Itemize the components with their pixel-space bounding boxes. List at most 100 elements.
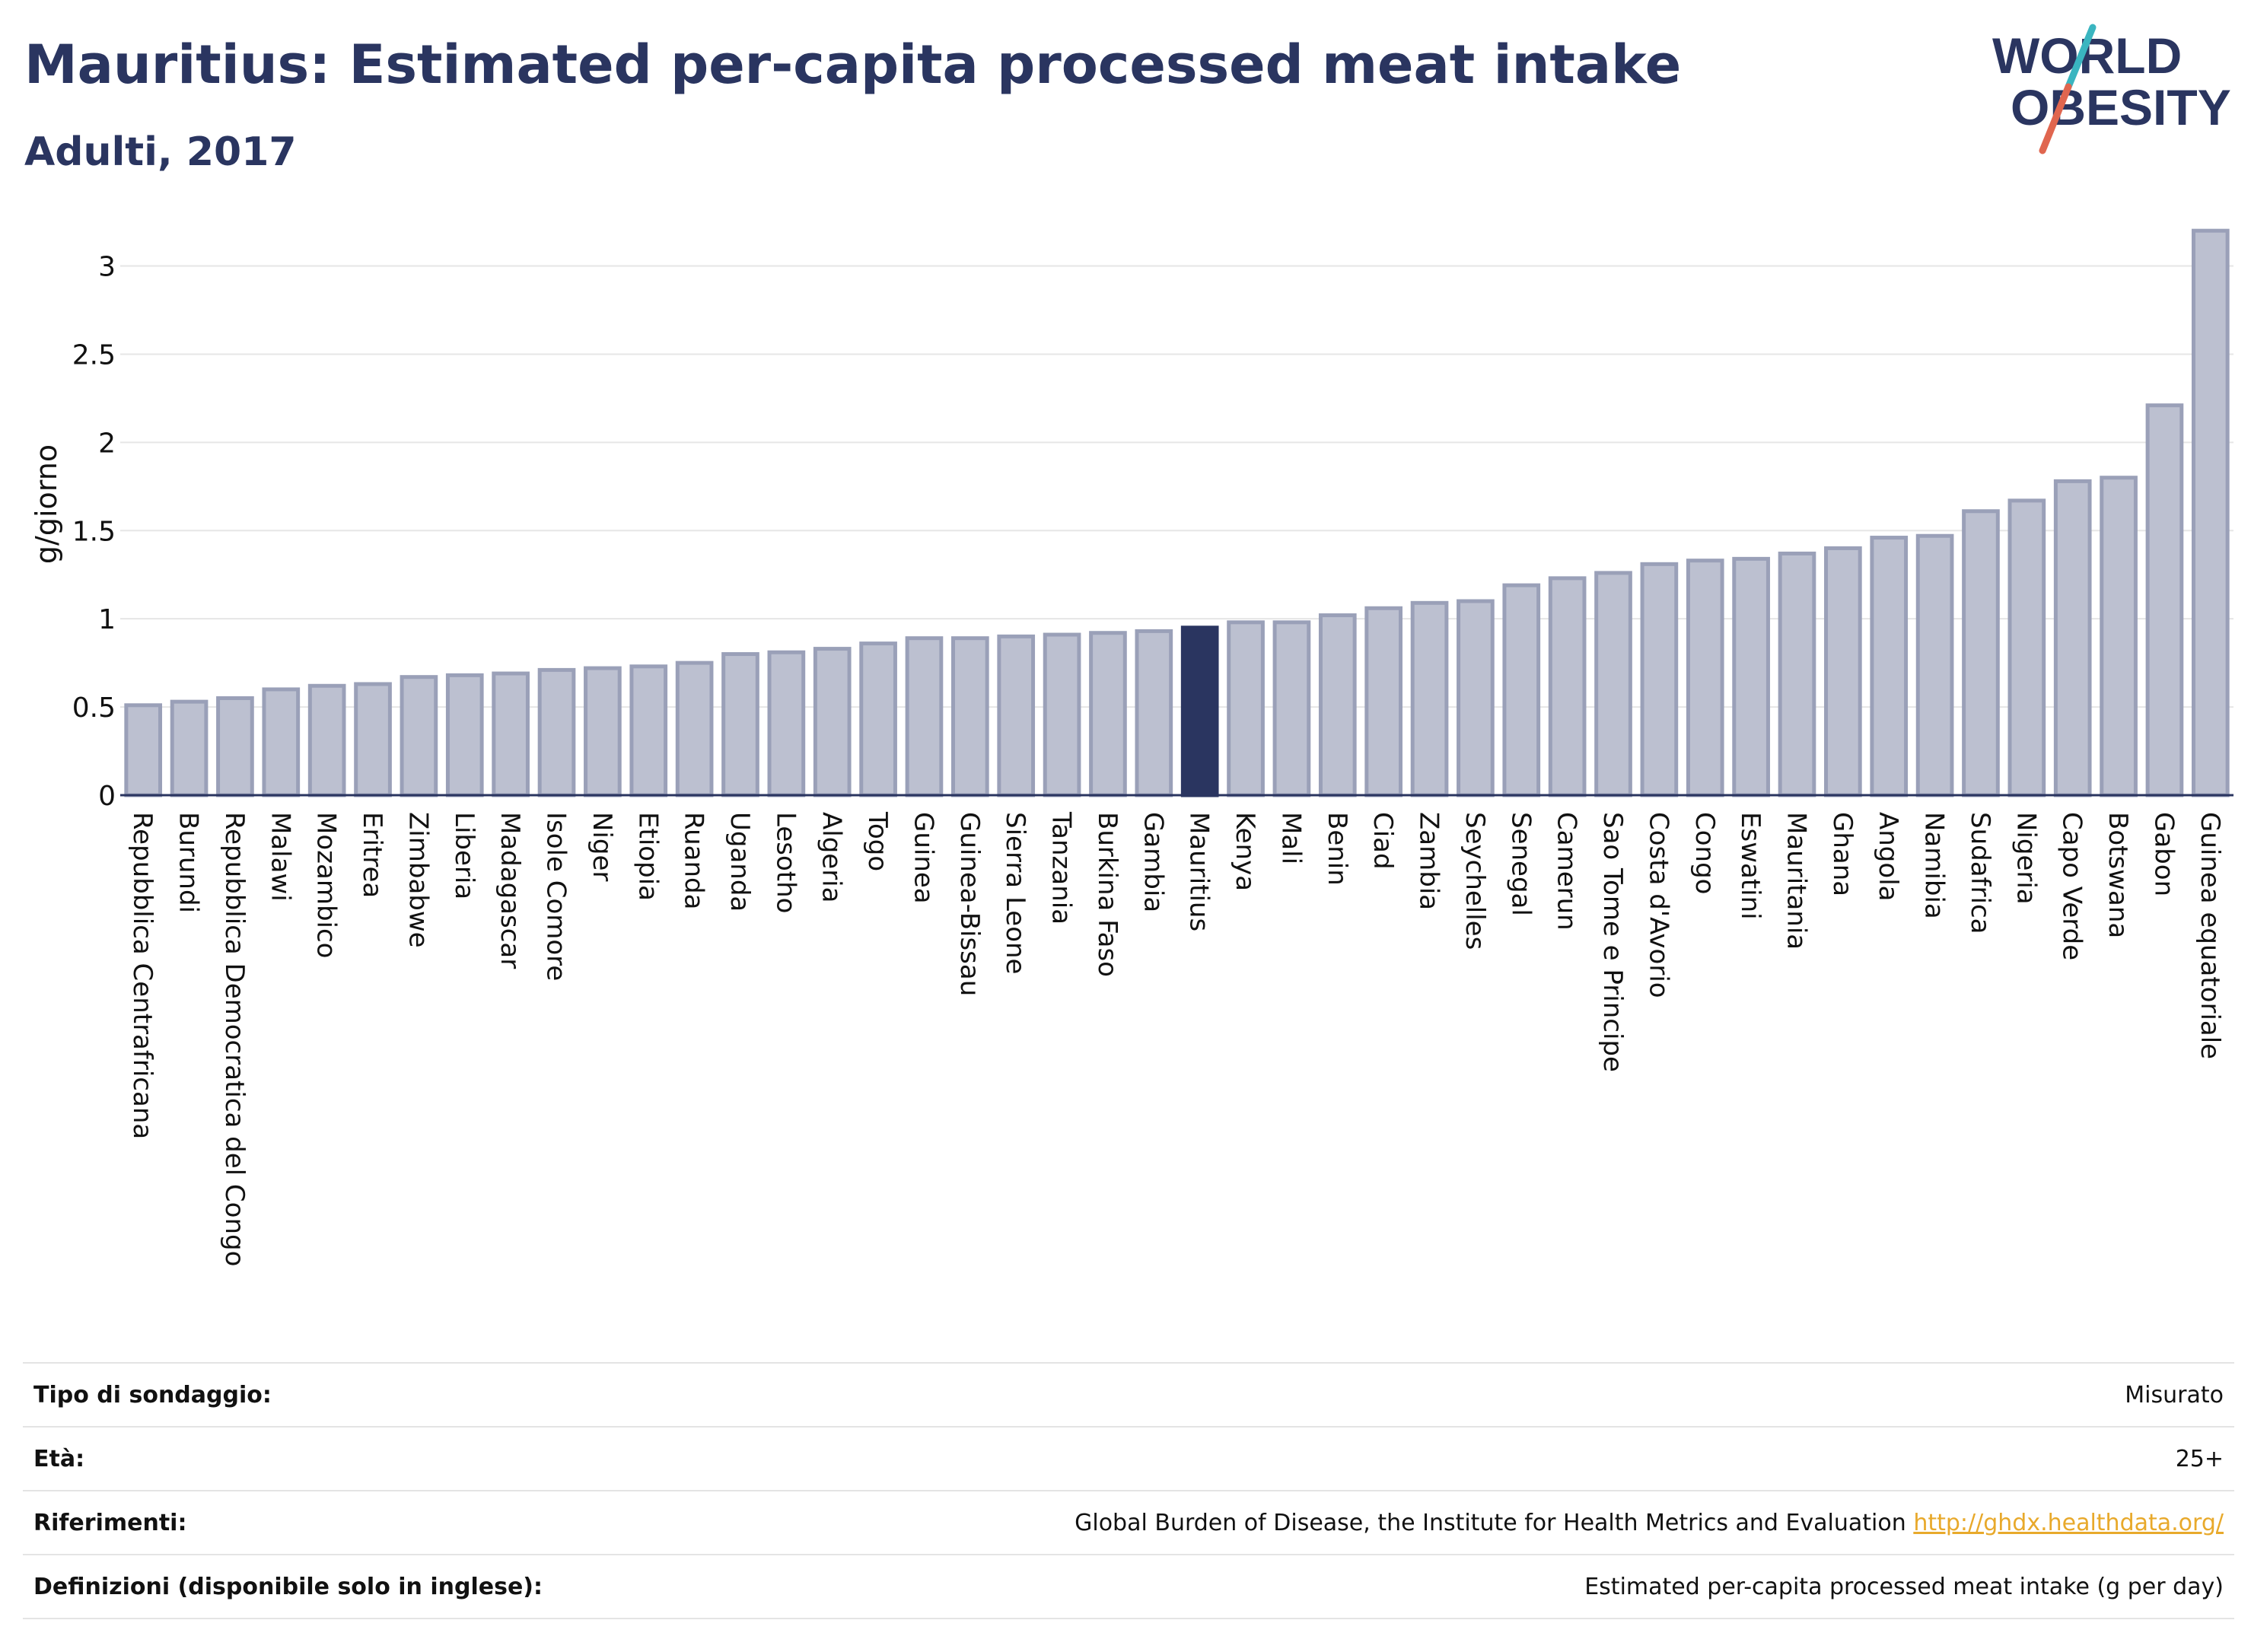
bar (813, 647, 852, 797)
x-tick-label: Ruanda (679, 812, 709, 909)
bar (997, 634, 1036, 797)
x-tick-label: Senegal (1505, 812, 1536, 916)
bar (492, 671, 530, 797)
x-tick-label: Mauritania (1781, 812, 1811, 950)
x-tick-label: Costa d'Avorio (1643, 812, 1673, 998)
info-row: Età: 25+ (23, 1426, 2234, 1491)
logo-slash-bottom (2039, 83, 2072, 154)
bar (445, 673, 484, 797)
bar (951, 636, 989, 797)
bar (1915, 533, 1954, 797)
bar (1457, 599, 1495, 797)
x-tick-label: Liberia (449, 812, 479, 899)
x-tick-label: Algeria (817, 812, 847, 902)
info-label: Età: (23, 1426, 713, 1491)
x-tick-label: Eswatini (1735, 812, 1765, 920)
x-tick-labels: Repubblica Centrafricana Burundi Repubblic… (127, 811, 2225, 1266)
bar (216, 696, 254, 797)
x-tick-label: Lesotho (770, 812, 801, 913)
bar (2191, 228, 2230, 797)
bar (2100, 476, 2138, 797)
world-obesity-logo: WORLD OBESITY (1992, 24, 2231, 154)
x-tick-label: Sudafrica (1965, 812, 1995, 934)
x-tick-label: Guinea (908, 812, 938, 904)
x-tick-label: Repubblica Democratica del Congo (219, 812, 250, 1266)
info-value: Global Burden of Disease, the Institute … (712, 1490, 2234, 1555)
x-tick-label: Zambia (1414, 812, 1444, 910)
bar (1962, 509, 2000, 797)
bar (1548, 576, 1587, 797)
bar (1870, 536, 1909, 797)
info-value: 25+ (712, 1426, 2234, 1491)
info-value: Misurato (712, 1362, 2234, 1427)
x-tick-label: Guinea equatoriale (2195, 812, 2225, 1059)
x-tick-label: Burundi (174, 812, 204, 913)
y-tick-label: 0.5 (72, 692, 116, 724)
logo-text-obesity: OBESITY (2011, 79, 2231, 135)
info-value: Estimated per-capita processed meat inta… (712, 1554, 2234, 1619)
x-tick-label: Gabon (2148, 812, 2179, 896)
bar (1686, 559, 1724, 797)
x-tick-label: Ghana (1827, 812, 1858, 896)
bar (675, 660, 714, 797)
chart-title: Mauritius: Estimated per-capita processe… (24, 33, 1682, 96)
bar-highlight (1180, 625, 1219, 797)
y-tick-label: 0 (98, 781, 116, 812)
bar (1272, 620, 1311, 797)
y-tick-label: 2 (98, 428, 116, 459)
logo-slash-top (2065, 24, 2097, 91)
y-tick-label: 1.5 (72, 516, 116, 547)
bar (1043, 632, 1081, 797)
bar (1640, 562, 1679, 797)
x-tick-label: Camerun (1552, 812, 1582, 931)
bar (1502, 583, 1541, 797)
bar (1227, 620, 1265, 797)
bar (2145, 403, 2184, 797)
bar (629, 664, 668, 797)
x-tick-label: Etiopia (632, 812, 663, 901)
bar (537, 667, 576, 797)
x-tick-label: Ciad (1367, 812, 1398, 870)
x-tick-label: Burkina Faso (1092, 812, 1122, 977)
x-tick-label: Gambia (1138, 812, 1168, 912)
bar-chart: 0 0.5 1 1.5 2 2.5 3 Repubblica Centrafricana Bu… (30, 228, 2233, 1266)
bar (1364, 606, 1402, 797)
x-tick-label: Congo (1689, 812, 1720, 894)
x-tick-label: Tanzania (1046, 811, 1077, 925)
x-tick-label: Mauritius (1184, 812, 1215, 931)
bar (1410, 600, 1449, 797)
x-tick-label: Guinea-Bissau (954, 812, 985, 996)
x-tick-label: Namibia (1919, 812, 1950, 919)
chart-subtitle: Adulti, 2017 (24, 129, 297, 175)
y-tick-label: 2.5 (72, 339, 116, 371)
bar (2053, 479, 2092, 797)
x-tick-label: Madagascar (495, 812, 525, 969)
x-tick-label: Niger (587, 812, 617, 881)
x-tick-label: Mozambico (311, 812, 342, 958)
bar (400, 675, 438, 797)
info-row: Definizioni (disponibile solo in inglese… (23, 1554, 2234, 1619)
bar (1089, 631, 1127, 797)
bar (307, 683, 346, 797)
info-label: Tipo di sondaggio: (23, 1362, 713, 1427)
info-row: Tipo di sondaggio: Misurato (23, 1362, 2234, 1427)
bar (1824, 546, 1862, 797)
x-tick-label: Eritrea (357, 812, 387, 898)
x-tick-label: Benin (1322, 812, 1352, 886)
x-tick-label: Isole Comore (541, 812, 572, 981)
bar (1135, 629, 1173, 797)
bar (721, 652, 759, 797)
bar (1778, 551, 1816, 797)
bar (262, 687, 301, 797)
info-label: Definizioni (disponibile solo in inglese… (23, 1554, 713, 1619)
y-tick-label: 3 (98, 252, 116, 283)
x-tick-label: Nigeria (2011, 812, 2041, 905)
x-tick-label: Sao Tome e Principe (1597, 812, 1628, 1072)
reference-link[interactable]: http://ghdx.healthdata.org/ (1913, 1509, 2224, 1536)
bar (354, 682, 392, 797)
bar (2007, 498, 2046, 797)
x-tick-label: Zimbabwe (403, 812, 433, 948)
bar (124, 703, 163, 797)
bar (1318, 613, 1357, 797)
info-table: Tipo di sondaggio: Misurato Età: 25+ Riferim… (23, 1362, 2234, 1619)
